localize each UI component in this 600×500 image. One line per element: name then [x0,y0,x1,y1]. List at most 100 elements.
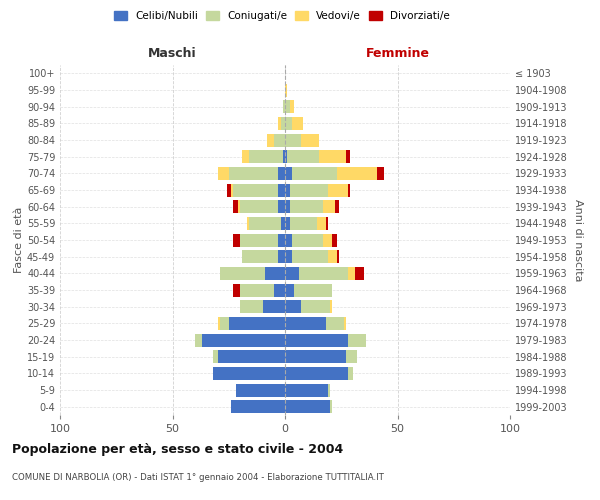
Bar [283,100,285,113]
Bar [299,267,348,280]
Bar [278,117,281,130]
Bar [292,167,337,180]
Bar [220,267,265,280]
Bar [218,167,229,180]
Bar [328,384,330,396]
Text: Popolazione per età, sesso e stato civile - 2004: Popolazione per età, sesso e stato civil… [12,442,343,456]
Bar [301,134,319,146]
Bar [335,200,339,213]
Bar [348,367,353,380]
Bar [274,134,285,146]
Y-axis label: Fasce di età: Fasce di età [14,207,24,273]
Bar [233,284,240,296]
Bar [294,284,332,296]
Bar [285,350,346,363]
Bar [240,284,274,296]
Bar [337,250,339,263]
Bar [231,400,285,413]
Bar [263,300,285,313]
Bar [285,250,292,263]
Bar [292,117,303,130]
Text: Femmine: Femmine [365,47,430,60]
Bar [285,284,294,296]
Bar [278,200,285,213]
Bar [267,134,274,146]
Bar [323,200,335,213]
Bar [240,200,278,213]
Bar [242,250,278,263]
Bar [278,184,285,196]
Bar [202,334,285,346]
Bar [265,267,285,280]
Bar [332,234,337,246]
Bar [285,117,292,130]
Bar [301,300,330,313]
Bar [218,317,220,330]
Bar [283,150,285,163]
Bar [285,200,290,213]
Bar [323,234,332,246]
Bar [355,267,364,280]
Bar [285,234,292,246]
Bar [231,184,233,196]
Bar [233,200,238,213]
Bar [278,234,285,246]
Bar [348,334,366,346]
Bar [229,167,278,180]
Bar [249,217,281,230]
Bar [247,217,249,230]
Bar [290,100,294,113]
Bar [285,134,301,146]
Bar [285,267,299,280]
Text: COMUNE DI NARBOLIA (OR) - Dati ISTAT 1° gennaio 2004 - Elaborazione TUTTITALIA.I: COMUNE DI NARBOLIA (OR) - Dati ISTAT 1° … [12,472,384,482]
Bar [328,250,337,263]
Bar [330,300,332,313]
Bar [227,184,231,196]
Bar [213,367,285,380]
Bar [285,384,328,396]
Bar [220,317,229,330]
Bar [281,217,285,230]
Bar [285,300,301,313]
Bar [292,234,323,246]
Bar [348,184,350,196]
Bar [285,167,292,180]
Bar [348,267,355,280]
Bar [330,400,332,413]
Bar [285,100,290,113]
Bar [285,150,287,163]
Bar [285,367,348,380]
Bar [218,350,285,363]
Bar [281,117,285,130]
Legend: Celibi/Nubili, Coniugati/e, Vedovi/e, Divorziati/e: Celibi/Nubili, Coniugati/e, Vedovi/e, Di… [111,8,453,24]
Bar [346,350,357,363]
Bar [285,334,348,346]
Bar [290,184,328,196]
Bar [242,150,249,163]
Bar [292,250,328,263]
Bar [233,234,240,246]
Bar [325,217,328,230]
Bar [346,150,350,163]
Bar [337,167,377,180]
Bar [285,400,330,413]
Bar [195,334,202,346]
Bar [238,200,240,213]
Text: Maschi: Maschi [148,47,197,60]
Bar [278,250,285,263]
Bar [343,317,346,330]
Bar [285,217,290,230]
Bar [290,200,323,213]
Bar [285,84,287,96]
Bar [285,317,325,330]
Bar [278,167,285,180]
Bar [240,234,278,246]
Bar [233,184,278,196]
Bar [229,317,285,330]
Bar [235,384,285,396]
Bar [274,284,285,296]
Bar [328,184,348,196]
Bar [213,350,218,363]
Bar [317,217,325,230]
Bar [325,317,343,330]
